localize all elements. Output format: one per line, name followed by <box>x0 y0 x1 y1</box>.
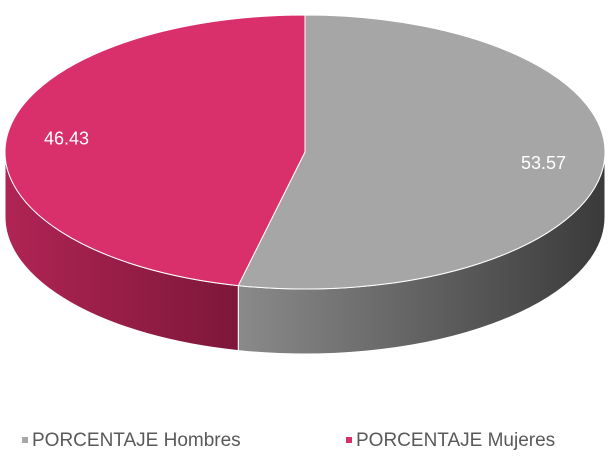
legend: PORCENTAJE Hombres PORCENTAJE Mujeres <box>22 430 555 451</box>
slice <box>237 14 606 290</box>
data-label: 46.43 <box>44 128 89 148</box>
data-label: 53.57 <box>521 153 566 173</box>
slice <box>4 14 306 287</box>
legend-swatch <box>346 437 352 443</box>
pie: 53.57 46.43 <box>4 14 606 355</box>
legend-swatch <box>22 437 28 443</box>
legend-label: PORCENTAJE Hombres <box>32 430 241 451</box>
legend-label: PORCENTAJE Mujeres <box>356 430 555 451</box>
